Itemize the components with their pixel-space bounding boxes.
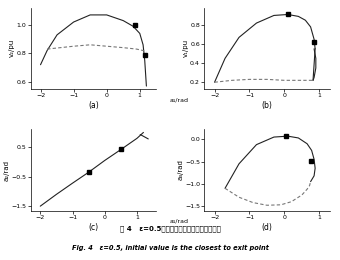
Text: (c): (c) xyxy=(88,223,99,232)
Y-axis label: v₁/pu: v₁/pu xyxy=(183,39,189,57)
Text: a₁/rad: a₁/rad xyxy=(169,97,188,102)
Text: (a): (a) xyxy=(88,101,99,110)
Text: (b): (b) xyxy=(261,101,272,110)
Y-axis label: v₂/pu: v₂/pu xyxy=(9,39,15,57)
Y-axis label: a₃/rad: a₃/rad xyxy=(177,160,184,180)
Text: (d): (d) xyxy=(261,223,272,232)
Text: 图 4   ε=0.5，在仿真步长上最接近于逸出点: 图 4 ε=0.5，在仿真步长上最接近于逸出点 xyxy=(120,225,220,232)
Text: a₁/rad: a₁/rad xyxy=(169,219,188,224)
Y-axis label: a₂/rad: a₂/rad xyxy=(4,160,10,180)
Text: Fig. 4   ε=0.5, initial value is the closest to exit point: Fig. 4 ε=0.5, initial value is the close… xyxy=(71,244,269,251)
